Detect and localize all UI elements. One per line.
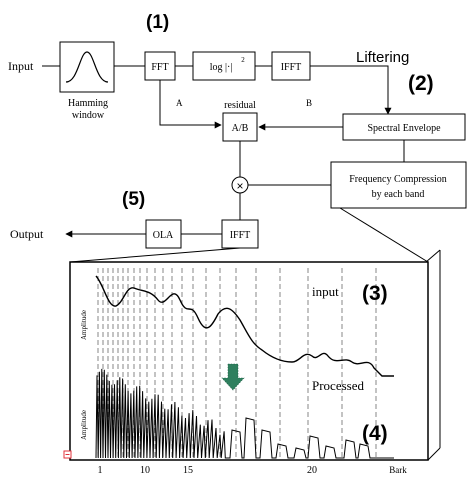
step-3-label: (3) [362,282,388,305]
x-tick-1: 1 [98,465,103,476]
compression-arrow-icon [221,363,245,391]
hamming-label-2: window [72,110,105,121]
processed-spectrum [95,368,394,459]
input-spectrum-curve [95,275,394,377]
plot-processed-label: Processed [312,378,364,393]
step-4-label: (4) [362,422,388,445]
fft-label: FFT [151,62,168,73]
frequency-compression-label-2: by each band [372,189,425,200]
fft-block: FFT [144,51,176,81]
ola-label: OLA [153,230,174,241]
label-a: A [176,98,183,108]
wire-a [159,80,222,129]
plot-frame-depth-top [425,249,441,263]
residual-label: residual [224,100,256,111]
x-tick-10: 10 [140,465,150,476]
input-label: Input [8,59,34,73]
x-unit-bark: Bark [389,465,407,475]
ifft-bottom-label: IFFT [230,230,251,241]
ab-label: A/B [232,123,249,134]
ifft-bottom-block: IFFT [221,219,259,249]
plot-panel: input Processed (3) (4) Amplitude Amplit… [69,249,441,476]
hamming-window-block: Hamming window [59,41,115,121]
plot-input-label: input [312,284,339,299]
y-axis-label-bottom: Amplitude [80,410,88,440]
ifft-top-label: IFFT [281,62,302,73]
liftering-label: Liftering [356,49,409,66]
plot-frame-depth-bottom [427,447,441,461]
step-1-label: (1) [146,12,169,33]
step-2-label: (2) [408,72,434,95]
ola-block: OLA [145,219,182,249]
zoom-line-left [69,247,241,263]
frequency-compression-block: Frequency Compression by each band [330,161,467,209]
log-power-block: log |·| 2 [192,51,256,81]
minimize-marker-icon[interactable] [63,450,72,459]
wire-ifft-envelope [310,65,392,115]
x-tick-20: 20 [307,465,317,476]
output-label: Output [10,227,44,241]
y-axis-label-top: Amplitude [80,310,88,340]
step-5-label: (5) [122,189,145,210]
log-power-label: log |·| [210,62,233,73]
spectral-envelope-block: Spectral Envelope [342,113,466,141]
multiply-node: × [231,176,249,194]
log-power-exponent: 2 [241,56,245,64]
x-tick-15: 15 [183,465,193,476]
zoom-line-right [339,207,429,263]
hamming-label-1: Hamming [68,98,108,109]
spectral-envelope-label: Spectral Envelope [367,123,441,134]
ifft-top-block: IFFT [271,51,311,81]
multiply-icon: × [236,179,243,193]
processed-harmonics-curve [95,368,394,459]
label-b: B [306,98,312,108]
frequency-compression-label-1: Frequency Compression [349,174,447,185]
ab-block: A/B [222,112,258,142]
gaussian-icon [65,51,109,83]
